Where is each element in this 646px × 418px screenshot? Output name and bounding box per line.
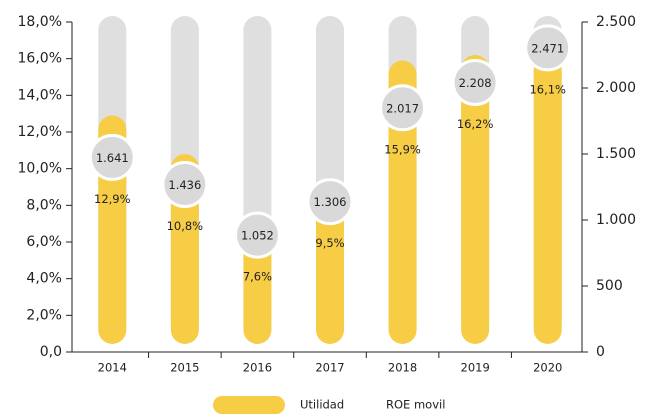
marker (306, 178, 354, 226)
x-tick-label: 2019 (461, 361, 490, 375)
data-label: 15,9% (384, 142, 421, 156)
y2-tick-label: 2.500 (596, 14, 636, 30)
data-label: 1.306 (314, 195, 347, 209)
x-tick-label: 2020 (533, 361, 562, 375)
x-tick-label: 2016 (243, 361, 272, 375)
legend-swatch (213, 396, 285, 414)
data-label: 9,5% (315, 236, 344, 250)
y2-tick-label: 0 (596, 344, 605, 360)
x-tick-label: 2018 (388, 361, 417, 375)
data-label: 2.471 (531, 41, 564, 55)
bar (533, 56, 562, 344)
y-tick-label: 6,0% (26, 234, 62, 250)
data-label: 16,1% (529, 82, 566, 96)
marker (233, 211, 281, 259)
marker (379, 84, 427, 132)
y2-tick-label: 2.000 (596, 80, 636, 96)
y-tick-label: 2,0% (26, 307, 62, 323)
bar (388, 60, 417, 344)
data-label: 2.208 (459, 76, 492, 90)
x-tick-label: 2014 (98, 361, 127, 375)
legend-label: Utilidad (300, 398, 344, 412)
marker (451, 59, 499, 107)
y-tick-label: 4,0% (26, 271, 62, 287)
legend-label: ROE movil (386, 398, 445, 412)
data-label: 1.641 (96, 151, 129, 165)
y2-tick-label: 500 (596, 278, 623, 294)
marker (524, 24, 572, 72)
y-tick-label: 10,0% (18, 161, 62, 177)
marker (88, 133, 136, 181)
bar (461, 55, 490, 344)
y2-tick-label: 1.000 (596, 212, 636, 228)
y-tick-label: 18,0% (18, 14, 62, 30)
data-label: 16,2% (457, 117, 494, 131)
data-label: 1.436 (168, 178, 201, 192)
data-label: 12,9% (94, 192, 131, 206)
data-label: 2.017 (386, 101, 419, 115)
y-tick-label: 14,0% (18, 87, 62, 103)
marker (161, 160, 209, 208)
data-label: 7,6% (243, 270, 272, 284)
x-tick-label: 2017 (315, 361, 344, 375)
y-tick-label: 0,0 (40, 344, 62, 360)
y-tick-label: 8,0% (26, 197, 62, 213)
y2-tick-label: 1.500 (596, 146, 636, 162)
data-label: 1.052 (241, 229, 274, 243)
y-tick-label: 12,0% (18, 124, 62, 140)
x-tick-label: 2015 (170, 361, 199, 375)
y-tick-label: 16,0% (18, 51, 62, 67)
data-label: 10,8% (167, 219, 204, 233)
